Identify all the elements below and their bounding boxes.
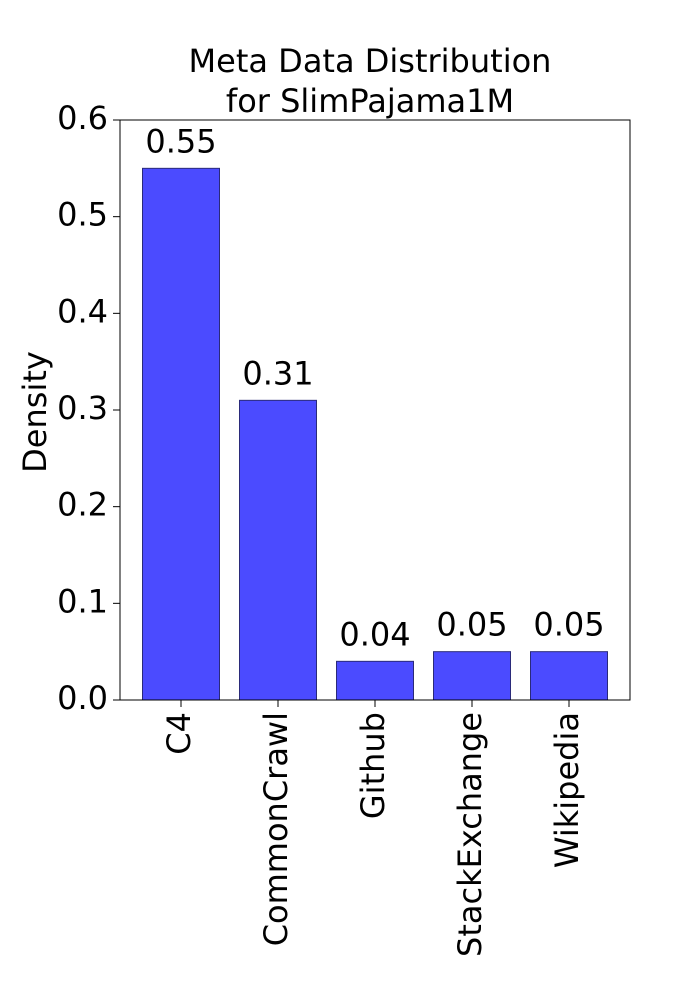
chart-title: Meta Data Distribution <box>189 42 552 80</box>
x-tick-label: CommonCrawl <box>257 712 295 946</box>
x-tick-label: Wikipedia <box>548 712 586 868</box>
chart-title: for SlimPajama1M <box>226 82 514 120</box>
y-tick-label: 0.3 <box>57 389 108 427</box>
bar <box>530 651 608 701</box>
y-axis-label: Density <box>16 351 54 473</box>
value-label: 0.04 <box>339 615 410 653</box>
bar <box>142 167 220 701</box>
value-label: 0.55 <box>145 122 216 160</box>
y-tick-label: 0.1 <box>57 582 108 620</box>
x-tick-label: Github <box>354 712 392 819</box>
y-tick-label: 0.0 <box>57 679 108 717</box>
bar <box>433 651 511 701</box>
value-label: 0.05 <box>533 606 604 644</box>
x-tick-label: StackExchange <box>451 712 489 957</box>
value-label: 0.31 <box>242 354 313 392</box>
y-tick-label: 0.4 <box>57 292 108 330</box>
y-tick-label: 0.6 <box>57 99 108 137</box>
y-tick-label: 0.2 <box>57 486 108 524</box>
value-label: 0.05 <box>436 606 507 644</box>
bar <box>336 660 414 701</box>
plot-frame <box>119 119 631 701</box>
bar <box>239 399 317 701</box>
x-tick-label: C4 <box>160 712 198 755</box>
y-tick-label: 0.5 <box>57 196 108 234</box>
